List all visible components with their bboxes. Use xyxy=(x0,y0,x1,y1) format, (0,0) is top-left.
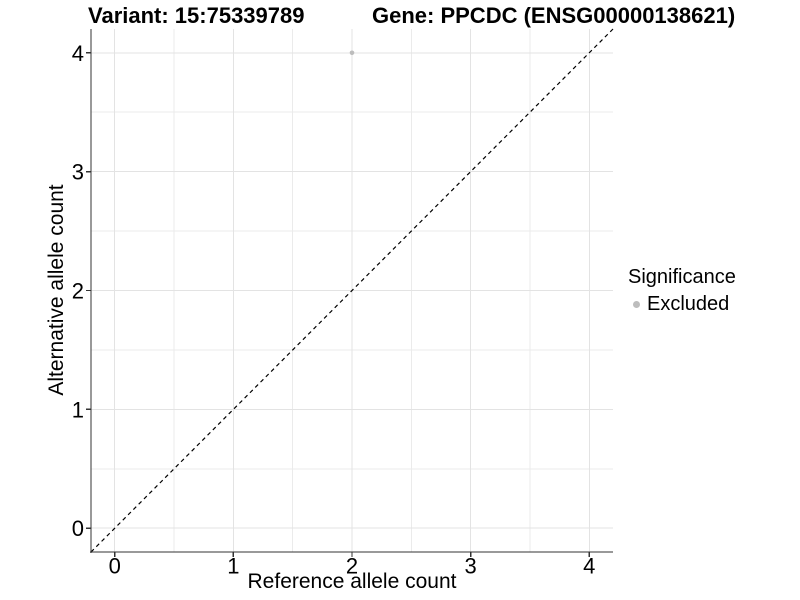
x-tick-label: 4 xyxy=(583,554,595,579)
x-axis-title: Reference allele count xyxy=(247,570,457,593)
identity-line xyxy=(90,28,614,553)
legend: Significance Excluded xyxy=(628,266,736,316)
x-tick-label: 1 xyxy=(227,554,239,579)
y-tick-label: 0 xyxy=(72,516,84,541)
x-tick-label: 2 xyxy=(346,554,358,579)
y-tick-label: 2 xyxy=(72,279,84,304)
legend-title: Significance xyxy=(628,266,736,288)
y-tick-label: 1 xyxy=(72,397,84,422)
y-tick-label: 3 xyxy=(72,160,84,185)
y-axis-title: Alternative allele count xyxy=(45,184,68,396)
legend-item: Excluded xyxy=(628,293,736,316)
x-tick-label: 0 xyxy=(109,554,121,579)
y-tick-label: 4 xyxy=(72,41,84,66)
legend-items: Excluded xyxy=(628,293,736,316)
legend-item-label: Excluded xyxy=(647,293,730,315)
data-point xyxy=(349,50,355,56)
x-tick-label: 3 xyxy=(465,554,477,579)
plot-title-variant: Variant: 15:75339789 xyxy=(88,3,305,28)
plot-title-gene: Gene: PPCDC (ENSG00000138621) xyxy=(372,3,736,28)
legend-marker-circle-icon xyxy=(633,301,640,308)
